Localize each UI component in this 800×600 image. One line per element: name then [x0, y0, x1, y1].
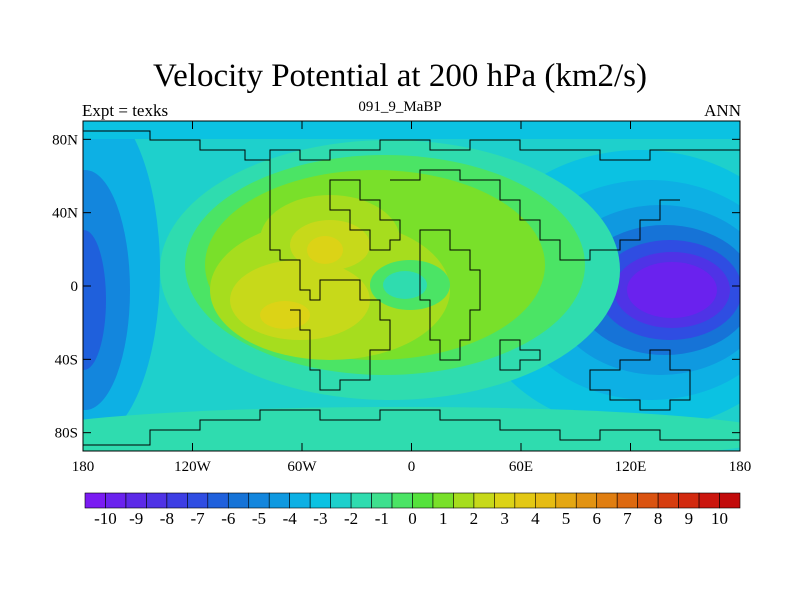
colorbar-label: 8	[654, 509, 663, 528]
colorbar-swatch	[657, 492, 679, 509]
colorbar-label: 5	[562, 509, 571, 528]
colorbar-swatch	[514, 492, 536, 509]
colorbar-swatch	[555, 492, 577, 509]
contour-region	[627, 262, 717, 318]
colorbar-swatch	[535, 492, 557, 509]
colorbar-label: -2	[344, 509, 358, 528]
colorbar: -10 -9 -8 -7 -6 -5 -4 -3 -2 -1 0 1 2 3 4 5 6 7 8 9 10	[84, 492, 741, 528]
colorbar-swatch	[227, 492, 250, 509]
contour-region	[383, 271, 427, 299]
colorbar-swatch	[719, 492, 741, 509]
colorbar-swatch	[678, 492, 700, 509]
colorbar-label: 1	[439, 509, 448, 528]
colorbar-label: -10	[94, 509, 117, 528]
colorbar-label: 9	[685, 509, 694, 528]
colorbar-swatch	[207, 492, 229, 509]
colorbar-swatch	[412, 492, 434, 509]
colorbar-label: 0	[408, 509, 417, 528]
colorbar-swatch	[616, 492, 638, 509]
x-tick-label: 60E	[509, 459, 533, 475]
colorbar-swatch	[391, 492, 413, 509]
colorbar-swatch	[289, 492, 311, 509]
x-tick-label: 120E	[615, 459, 647, 475]
y-tick-label: 40S	[55, 352, 78, 368]
colorbar-swatch	[453, 492, 475, 509]
plot-subtitle: 091_9_MaBP	[358, 99, 442, 115]
contour-field	[83, 121, 740, 451]
experiment-label: Expt = texks	[82, 101, 169, 120]
colorbar-label: 3	[500, 509, 509, 528]
colorbar-swatch	[350, 492, 372, 509]
colorbar-label: 10	[711, 509, 728, 528]
contour-region	[83, 121, 740, 139]
colorbar-swatch	[268, 492, 290, 509]
colorbar-swatch	[187, 492, 209, 509]
colorbar-swatch	[146, 492, 168, 509]
y-tick-label: 40N	[52, 206, 78, 222]
colorbar-swatch	[432, 492, 454, 509]
x-tick-label: 60W	[287, 459, 317, 475]
colorbar-swatch	[309, 492, 331, 509]
colorbar-label: -8	[160, 509, 174, 528]
colorbar-swatch	[330, 492, 352, 509]
contour-region	[307, 236, 343, 264]
colorbar-swatch	[698, 492, 720, 509]
y-axis: 80N 40N 0 40S 80S	[52, 132, 740, 442]
colorbar-swatch	[84, 492, 106, 509]
colorbar-label: 7	[623, 509, 632, 528]
colorbar-swatch	[125, 492, 147, 509]
contour-region	[260, 301, 310, 329]
colorbar-swatch	[248, 492, 270, 509]
y-tick-label: 80N	[52, 132, 78, 148]
coastlines	[83, 130, 740, 446]
colorbar-label: -7	[190, 509, 205, 528]
colorbar-swatch	[494, 492, 516, 509]
y-tick-label: 80S	[55, 426, 78, 442]
colorbar-label: -1	[375, 509, 389, 528]
contour-region	[83, 407, 740, 451]
plot-title: Velocity Potential at 200 hPa (km2/s)	[152, 58, 648, 94]
season-label: ANN	[704, 101, 741, 120]
colorbar-label: 2	[470, 509, 479, 528]
colorbar-label: -4	[283, 509, 298, 528]
colorbar-swatch	[371, 492, 393, 509]
contour-region	[83, 230, 106, 370]
colorbar-swatch	[575, 492, 598, 509]
colorbar-swatch	[105, 492, 127, 509]
colorbar-label: -3	[313, 509, 327, 528]
colorbar-label: -5	[252, 509, 266, 528]
x-tick-label: 0	[408, 459, 416, 475]
colorbar-swatch	[596, 492, 618, 509]
x-tick-label: 120W	[174, 459, 212, 475]
colorbar-label: 4	[531, 509, 540, 528]
colorbar-swatch	[473, 492, 495, 509]
x-tick-label: 180	[72, 459, 95, 475]
colorbar-label: -6	[221, 509, 235, 528]
colorbar-label: 6	[592, 509, 601, 528]
x-tick-label: 180	[729, 459, 752, 475]
colorbar-swatch	[166, 492, 188, 509]
colorbar-swatch	[637, 492, 659, 509]
y-tick-label: 0	[71, 279, 79, 295]
x-axis: 180 120W 60W 0 60E 120E 180	[72, 121, 752, 475]
colorbar-label: -9	[129, 509, 143, 528]
